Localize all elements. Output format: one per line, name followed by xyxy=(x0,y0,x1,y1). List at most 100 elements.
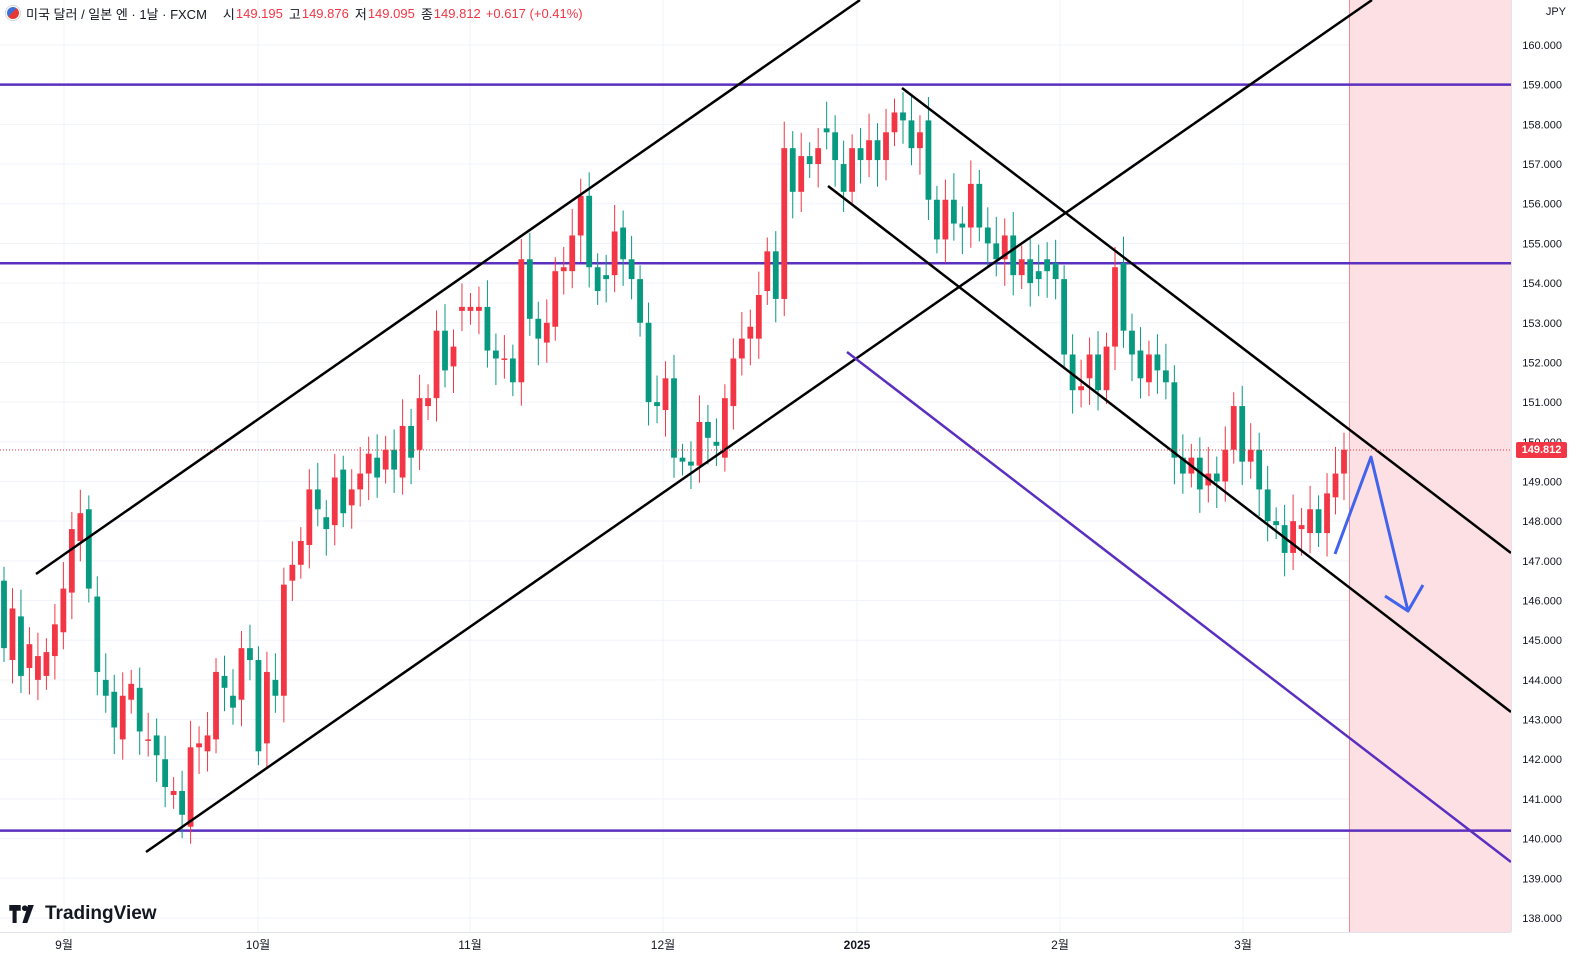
candle-body xyxy=(85,509,92,589)
candle-body xyxy=(467,306,474,311)
candle-body xyxy=(874,140,881,161)
candle-body xyxy=(950,199,957,224)
candle-body xyxy=(1095,354,1101,391)
candle-body xyxy=(1,580,7,649)
candle-body xyxy=(1061,279,1068,355)
candle-body xyxy=(9,608,16,661)
high-value: 149.876 xyxy=(301,5,349,21)
candle-body xyxy=(637,279,643,323)
price-tick-label: 138.000 xyxy=(1522,913,1562,925)
candle-body xyxy=(365,453,372,474)
candle-body xyxy=(331,477,338,526)
candle-body xyxy=(1264,489,1271,522)
candle-body xyxy=(153,735,160,756)
candle-body xyxy=(976,183,983,228)
candle-body xyxy=(730,358,737,407)
candle-body xyxy=(43,652,50,676)
candle-body xyxy=(628,259,635,280)
candle-body xyxy=(238,648,245,700)
candle-body xyxy=(645,322,652,403)
candle-body xyxy=(688,461,694,466)
candle-body xyxy=(764,251,771,292)
candle-body xyxy=(213,671,219,740)
candle-body xyxy=(433,330,440,399)
candle-body xyxy=(1052,263,1059,280)
price-axis-bg xyxy=(1511,0,1593,969)
candle-body xyxy=(1035,271,1042,280)
candle-body xyxy=(620,227,627,260)
price-tick-label: 143.000 xyxy=(1522,715,1562,727)
candle-body xyxy=(408,425,414,458)
candle-body xyxy=(611,231,618,276)
candle-body xyxy=(908,120,915,149)
candle-body xyxy=(942,199,949,240)
lower-falling-channel-line[interactable] xyxy=(827,185,1512,713)
candle-body xyxy=(789,148,796,192)
time-tick-label: 2월 xyxy=(1051,938,1069,952)
candle-body xyxy=(1078,386,1084,391)
candle-body xyxy=(840,164,847,192)
candle-body xyxy=(272,679,279,696)
candle-body xyxy=(1171,382,1178,458)
price-tick-label: 139.000 xyxy=(1522,873,1562,885)
candle-body xyxy=(518,259,525,383)
price-tick-label: 140.000 xyxy=(1522,834,1562,846)
candle-body xyxy=(1332,473,1339,498)
candle-body xyxy=(577,195,584,236)
price-tick-label: 146.000 xyxy=(1522,596,1562,608)
candle-body xyxy=(671,378,677,458)
candle-body xyxy=(111,691,118,728)
candle-body xyxy=(450,346,457,367)
upper-rising-channel-line[interactable] xyxy=(35,0,861,576)
candle-body xyxy=(1010,235,1017,276)
candle-body xyxy=(221,675,228,688)
candle-body xyxy=(1069,354,1076,391)
candle-body xyxy=(162,759,169,788)
candle-body xyxy=(357,473,364,490)
upper-falling-channel-line[interactable] xyxy=(901,87,1512,554)
candle-body xyxy=(654,402,660,407)
high-label: 고 xyxy=(288,6,301,22)
candle-body xyxy=(492,350,499,359)
candle-body xyxy=(696,421,703,466)
candle-body xyxy=(883,132,889,161)
candles xyxy=(1,92,1347,844)
candle-body xyxy=(382,449,389,470)
currency-unit[interactable]: JPY xyxy=(1545,6,1566,18)
tradingview-logo[interactable]: TradingView xyxy=(9,903,157,925)
candle-body xyxy=(1341,449,1347,474)
candle-body xyxy=(297,541,304,565)
lower-rising-channel-line[interactable] xyxy=(145,0,1373,854)
candle-body xyxy=(399,425,406,478)
close-label: 종 xyxy=(420,6,433,22)
forecast-arrow[interactable] xyxy=(1333,455,1410,612)
candle-body xyxy=(1086,354,1093,379)
candle-body xyxy=(204,735,211,752)
candle-body xyxy=(1179,457,1186,474)
candle-body xyxy=(713,441,720,446)
falling-projection-line[interactable] xyxy=(846,351,1512,863)
candle-body xyxy=(543,322,550,343)
candle-body xyxy=(755,294,762,339)
forecast-arrow-head xyxy=(1384,584,1425,613)
candle-body xyxy=(187,747,194,827)
time-tick-label: 10월 xyxy=(246,938,270,952)
trend-drawings xyxy=(35,0,1512,863)
candle-body xyxy=(738,338,745,359)
grid xyxy=(0,0,1511,932)
candle-body xyxy=(280,584,287,696)
price-tick-label: 152.000 xyxy=(1522,357,1562,369)
candle-body xyxy=(1120,263,1127,331)
time-tick-label: 11월 xyxy=(458,938,482,952)
time-axis[interactable]: 9월 10월 11월 12월 2025 2월 3월 xyxy=(55,938,1252,952)
price-tick-label: 153.000 xyxy=(1522,318,1562,330)
candle-body xyxy=(925,120,932,200)
candle-body xyxy=(1154,354,1161,371)
symbol-title[interactable]: 미국 달러 / 일본 엔 · 1날 · FXCM xyxy=(26,6,207,22)
candle-body xyxy=(340,469,347,514)
price-axis[interactable]: 160.000 159.000 158.000 157.000 156.000 155.0… xyxy=(1522,40,1562,925)
time-tick-label: 12월 xyxy=(651,938,675,952)
change-value: +0.617 (+0.41%) xyxy=(485,5,583,21)
candle-body xyxy=(857,148,864,161)
